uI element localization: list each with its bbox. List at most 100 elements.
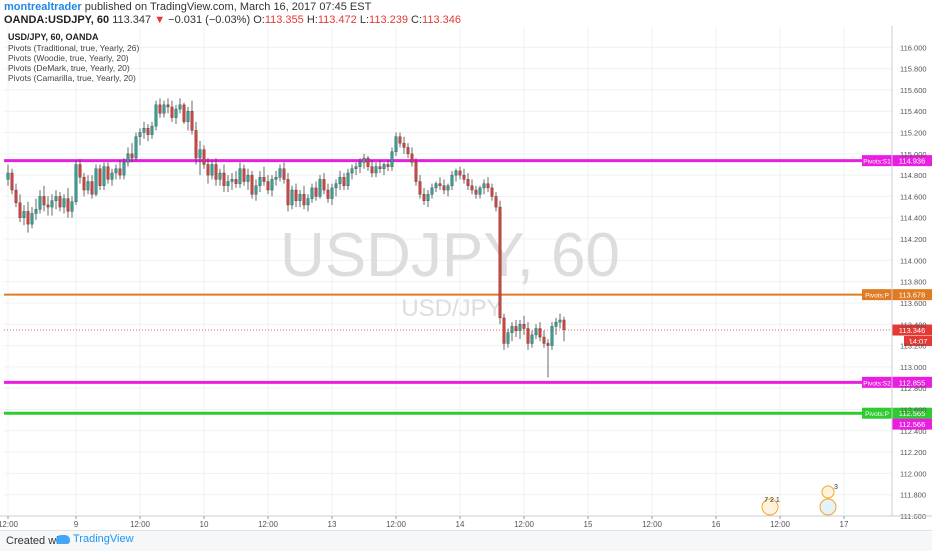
candle-body — [210, 164, 214, 176]
price-tick-label: 115.800 — [900, 65, 927, 74]
price-tick-label: 113.000 — [900, 363, 927, 372]
pivot-price-text: 112.855 — [899, 378, 926, 387]
candle-body — [530, 334, 534, 344]
candle-body — [330, 187, 334, 199]
candle-body — [546, 343, 550, 346]
candle-body — [142, 128, 146, 133]
candle-body — [434, 183, 438, 189]
candle-body — [206, 164, 210, 176]
pivot-lines: Pivots:S1 114.936 Pivots:P 113.678 Pivots:S2… — [4, 155, 932, 430]
candle-body — [218, 172, 222, 180]
symbol-quote: OANDA:USDJPY, 60 113.347 ▼ −0.031 (−0.03… — [4, 14, 461, 26]
candle-body — [406, 147, 410, 155]
candle-body — [6, 172, 10, 180]
countdown-tag — [904, 336, 932, 347]
candle-body — [462, 174, 466, 180]
candle-body — [78, 164, 82, 178]
pivot-label: Pivots:P — [865, 411, 889, 418]
price-tick-label: 116.000 — [900, 43, 927, 52]
low-value: 113.239 — [369, 14, 408, 26]
price-tick-label: 115.600 — [900, 86, 927, 95]
candle-body — [350, 168, 354, 174]
candle-body — [490, 187, 494, 197]
price-chart[interactable]: USDJPY, 60 USD/JPY USD/JPY, 60, OANDA Pi… — [0, 26, 932, 530]
candle-body — [114, 168, 118, 174]
time-tick-label: 14 — [456, 520, 465, 529]
candle-body — [30, 213, 34, 225]
price-change: −0.031 (−0.03%) — [168, 14, 251, 26]
pivot-label: Pivots:S1 — [863, 159, 891, 166]
time-tick-label: 17 — [840, 520, 849, 529]
candle-body — [178, 104, 182, 110]
candle-body — [42, 196, 46, 206]
extra-price-text: 112.566 — [899, 420, 926, 429]
price-tick-label: 113.400 — [900, 320, 927, 329]
candle-body — [502, 317, 506, 344]
candle-body — [522, 324, 526, 329]
candle-body — [170, 106, 174, 118]
chart-header: montrealtrader published on TradingView.… — [0, 0, 932, 26]
candle-body — [22, 211, 26, 218]
candle-body — [94, 168, 98, 195]
last-price-text: 113.346 — [899, 326, 926, 335]
pivot-label-box — [862, 289, 892, 301]
candle-body — [174, 108, 178, 118]
candle-body — [246, 174, 250, 182]
time-axis[interactable]: 12:00 9 12:00 10 12:00 13 12:00 14 12:00 15 12:00 1… — [0, 515, 932, 529]
candle-body — [430, 187, 434, 195]
candle-body — [134, 136, 138, 159]
pivot-price-tag — [892, 376, 932, 388]
pivot-label-box — [862, 376, 892, 388]
candle-body — [346, 172, 350, 186]
candle-body — [194, 130, 198, 159]
candle-body — [54, 196, 58, 201]
legend-entry: Pivots (Camarilla, true, Yearly, 20) — [8, 73, 136, 83]
tradingview-brand[interactable]: TradingView — [56, 533, 134, 545]
candle-body — [514, 326, 518, 331]
time-tick-label: 12:00 — [514, 520, 535, 529]
candle-body — [562, 319, 566, 330]
price-axis[interactable]: 111.600111.800112.000112.200112.400112.6… — [891, 26, 927, 521]
chart-title: USD/JPY, 60, OANDA — [8, 32, 99, 42]
candle-body — [538, 328, 542, 338]
price-tick-label: 113.800 — [900, 278, 927, 287]
time-tick-label: 15 — [584, 520, 593, 529]
time-tick-label: 9 — [74, 520, 79, 529]
created-with-text: Created with — [6, 535, 68, 547]
candle-body — [186, 111, 190, 123]
pivot-price-text: 112.565 — [899, 409, 926, 418]
pivot-label: Pivots:P — [865, 293, 889, 300]
candle-body — [446, 185, 450, 191]
down-arrow-icon: ▼ — [154, 14, 166, 26]
extra-price-tag — [892, 418, 932, 430]
candle-body — [66, 198, 70, 212]
candle-body — [62, 198, 66, 208]
candle-body — [526, 328, 530, 344]
candle-body — [306, 198, 310, 206]
pivot-price-text: 113.678 — [899, 291, 926, 300]
dividend-event-icon — [819, 498, 837, 516]
candle-body — [298, 194, 302, 201]
candle-body — [534, 328, 538, 336]
candle-body — [422, 194, 426, 201]
candle-body — [282, 168, 286, 180]
author-link[interactable]: montrealtrader — [4, 1, 82, 13]
candle-body — [162, 104, 166, 114]
candle-body — [438, 183, 442, 186]
candle-body — [258, 177, 262, 186]
price-tick-label: 114.200 — [900, 235, 927, 244]
candle-body — [354, 166, 358, 169]
candle-body — [126, 153, 130, 163]
candle-body — [478, 187, 482, 195]
price-tick-label: 113.200 — [900, 342, 927, 351]
candle-body — [254, 185, 258, 195]
candle-body — [146, 128, 150, 135]
candle-body — [374, 166, 378, 174]
candle-body — [110, 172, 114, 180]
watermark-main: USDJPY, 60 — [280, 221, 620, 290]
candle-body — [318, 179, 322, 197]
close-value: 113.346 — [422, 14, 461, 26]
price-tick-label: 112.200 — [900, 448, 927, 457]
candle-body — [90, 181, 94, 195]
candle-series — [6, 98, 566, 378]
